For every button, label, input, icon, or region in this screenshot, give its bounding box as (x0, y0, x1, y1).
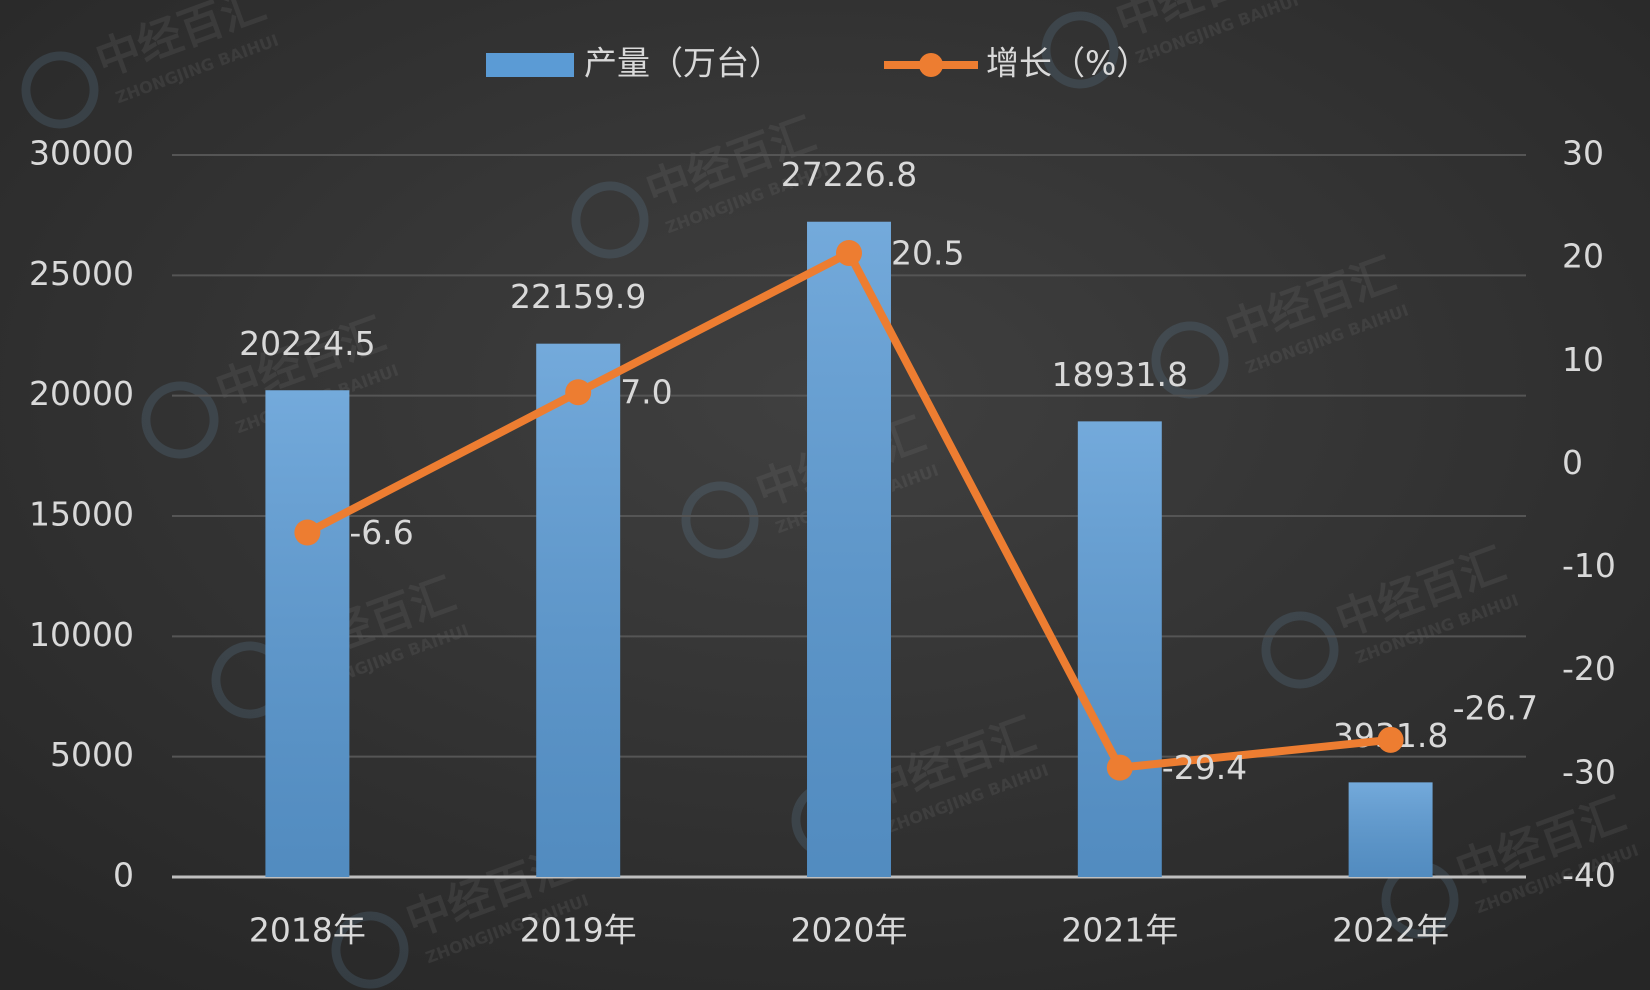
watermark-logo (331, 911, 409, 989)
bar-shade (265, 390, 350, 877)
bar-value-label: 27226.8 (781, 155, 917, 194)
legend-label: 增长（%） (986, 44, 1149, 83)
y-tick-label: 10000 (29, 615, 134, 654)
line-value-label: -6.6 (349, 513, 413, 552)
y2-tick-label: 10 (1562, 340, 1604, 379)
x-tick-label: 2022年 (1332, 911, 1449, 950)
y-tick-label: 20000 (29, 374, 134, 413)
line-point (1377, 726, 1404, 753)
watermark-logo (141, 381, 219, 459)
watermark-logo (1261, 611, 1339, 689)
line-value-label: 7.0 (620, 373, 672, 412)
legend-swatch (919, 53, 943, 77)
line-point (1106, 754, 1133, 781)
bar-shade (1077, 421, 1162, 877)
y-tick-label: 30000 (29, 134, 134, 173)
bar-shade (807, 221, 891, 877)
x-tick-label: 2019年 (520, 911, 637, 950)
legend-label: 产量（万台） (584, 44, 782, 83)
line-point (565, 379, 592, 406)
y-tick-label: 25000 (29, 254, 134, 293)
y2-tick-label: -30 (1562, 752, 1616, 791)
y-tick-label: 15000 (29, 495, 134, 534)
y2-tick-label: -40 (1562, 856, 1616, 895)
line-value-label: 20.5 (891, 233, 964, 272)
watermark-logo (1041, 11, 1119, 89)
y-tick-label: 0 (113, 856, 134, 895)
line-point (294, 519, 321, 546)
watermark-logo (571, 181, 649, 259)
x-tick-label: 2021年 (1061, 911, 1178, 950)
y2-tick-label: -10 (1562, 546, 1616, 585)
watermark-logo (21, 51, 99, 129)
line-value-label: -29.4 (1162, 748, 1247, 787)
bar-value-label: 18931.8 (1052, 355, 1188, 394)
legend-swatch (486, 53, 574, 77)
y2-tick-label: 0 (1562, 443, 1583, 482)
line-value-label: -26.7 (1453, 688, 1538, 727)
y-tick-label: 5000 (50, 735, 134, 774)
x-tick-label: 2020年 (791, 911, 908, 950)
bar-shade (536, 343, 621, 877)
watermark-logo (1151, 321, 1229, 399)
line-point (836, 239, 862, 266)
bar-value-label: 22159.9 (510, 277, 646, 316)
y2-tick-label: 20 (1562, 237, 1604, 276)
x-tick-label: 2018年 (249, 911, 366, 950)
bar-value-label: 20224.5 (239, 324, 375, 363)
y2-tick-label: 30 (1562, 134, 1604, 173)
y2-tick-label: -20 (1562, 649, 1616, 688)
bar-shade (1348, 782, 1433, 877)
watermark-logo (681, 481, 759, 559)
